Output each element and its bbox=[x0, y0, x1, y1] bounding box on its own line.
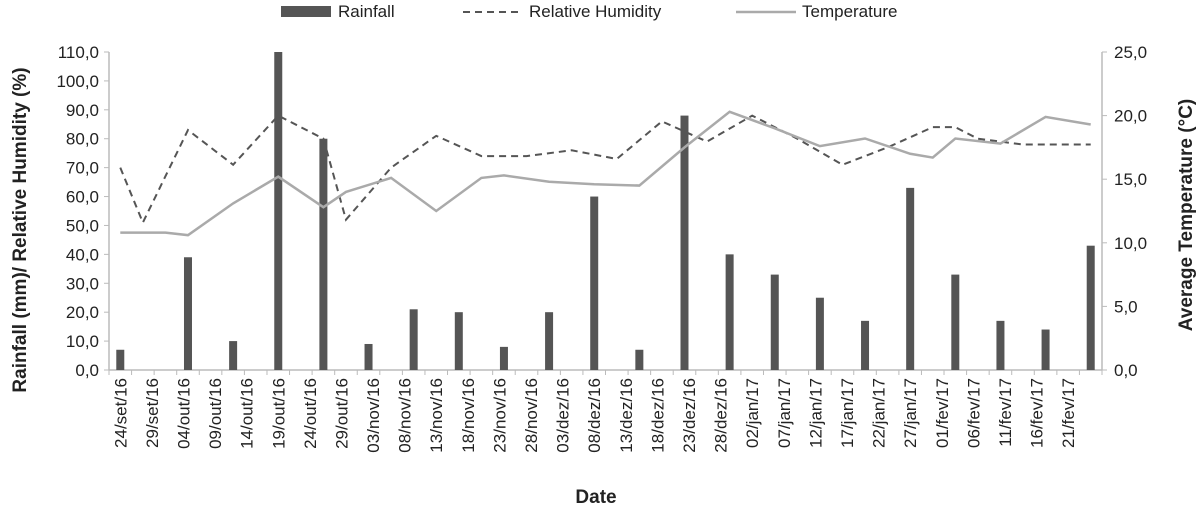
x-tick-label: 09/out/16 bbox=[206, 378, 225, 449]
y-tick-label: 80,0 bbox=[66, 130, 99, 149]
rainfall-bar bbox=[229, 341, 238, 370]
y-tick-label: 110,0 bbox=[58, 43, 99, 62]
y-tick-label: 40,0 bbox=[66, 245, 99, 264]
legend-rainfall-swatch bbox=[281, 6, 331, 17]
x-tick-label: 18/dez/16 bbox=[648, 378, 667, 453]
relative-humidity-line bbox=[119, 114, 1091, 226]
legend: Rainfall Relative Humidity Temperature bbox=[281, 2, 897, 21]
y-tick-label: 10,0 bbox=[66, 332, 99, 351]
x-tick-label: 29/set/16 bbox=[143, 378, 162, 448]
rainfall-bar bbox=[1086, 245, 1095, 370]
x-tick-label: 29/out/16 bbox=[332, 378, 351, 449]
rainfall-bar bbox=[680, 115, 689, 370]
y-tick-label: 100,0 bbox=[56, 72, 99, 91]
y2-tick-label: 0,0 bbox=[1114, 361, 1138, 380]
x-tick-label: 03/nov/16 bbox=[364, 378, 383, 453]
rainfall-bar bbox=[951, 274, 960, 370]
x-tick-label: 01/fev/17 bbox=[933, 378, 952, 448]
x-tick-label: 24/out/16 bbox=[301, 378, 320, 449]
y-tick-label: 30,0 bbox=[66, 274, 99, 293]
x-tick-label: 27/jan/17 bbox=[901, 378, 920, 448]
temperature-line bbox=[120, 110, 1091, 237]
rainfall-bar bbox=[545, 312, 554, 370]
y-tick-label: 70,0 bbox=[66, 159, 99, 178]
x-tick-label: 23/nov/16 bbox=[490, 378, 509, 453]
rainfall-bar bbox=[183, 257, 192, 370]
rainfall-bar bbox=[499, 346, 508, 370]
rainfall-bar bbox=[770, 274, 779, 370]
ticks: 0,0 10,0 20,0 30,0 40,0 50,0 60,0 70,0 80,0 90,0 1… bbox=[56, 43, 1147, 453]
x-tick-label: 17/jan/17 bbox=[838, 378, 857, 448]
x-tick-label: 18/nov/16 bbox=[459, 378, 478, 453]
rainfall-bar bbox=[906, 187, 915, 370]
rainfall-bar bbox=[319, 138, 328, 370]
x-tick-label: 21/fev/17 bbox=[1059, 378, 1078, 448]
y-tick-label: 90,0 bbox=[66, 101, 99, 120]
y-tick-label: 60,0 bbox=[66, 188, 99, 207]
y-tick-label: 20,0 bbox=[66, 303, 99, 322]
x-tick-label: 02/jan/17 bbox=[743, 378, 762, 448]
legend-temperature-label: Temperature bbox=[802, 2, 897, 21]
y2-tick-label: 20,0 bbox=[1114, 107, 1147, 126]
x-tick-label: 08/dez/16 bbox=[585, 378, 604, 453]
rainfall-bar bbox=[409, 309, 418, 370]
y2-tick-label: 25,0 bbox=[1114, 43, 1147, 62]
y2-tick-label: 15,0 bbox=[1114, 170, 1147, 189]
y-tick-label: 50,0 bbox=[66, 216, 99, 235]
legend-rainfall-label: Rainfall bbox=[338, 2, 395, 21]
x-tick-label: 19/out/16 bbox=[269, 378, 288, 449]
y2-tick-label: 5,0 bbox=[1114, 297, 1138, 316]
rainfall-bar bbox=[1041, 329, 1050, 370]
x-tick-label: 07/jan/17 bbox=[775, 378, 794, 448]
x-tick-label: 13/dez/16 bbox=[617, 378, 636, 453]
y2-axis-title: Average Temperature (°C) bbox=[1176, 99, 1197, 332]
x-tick-label: 28/nov/16 bbox=[522, 378, 541, 453]
rainfall-bar bbox=[590, 196, 599, 370]
x-tick-label: 24/set/16 bbox=[111, 378, 130, 448]
rainfall-bar bbox=[996, 320, 1005, 370]
x-tick-label: 12/jan/17 bbox=[806, 378, 825, 448]
y2-tick-label: 10,0 bbox=[1114, 234, 1147, 253]
x-tick-label: 04/out/16 bbox=[174, 378, 193, 449]
x-axis-title: Date bbox=[575, 487, 616, 508]
rainfall-bars bbox=[116, 52, 1095, 370]
rainfall-bar bbox=[116, 349, 125, 370]
x-tick-label: 22/jan/17 bbox=[870, 378, 889, 448]
x-tick-label: 11/fev/17 bbox=[996, 378, 1015, 447]
legend-humidity-label: Relative Humidity bbox=[529, 2, 662, 21]
x-tick-label: 08/nov/16 bbox=[396, 378, 415, 453]
y-tick-label: 0,0 bbox=[75, 361, 99, 380]
x-tick-label: 23/dez/16 bbox=[680, 378, 699, 453]
rainfall-bar bbox=[635, 349, 644, 370]
x-tick-label: 03/dez/16 bbox=[554, 378, 573, 453]
rainfall-bar bbox=[454, 312, 463, 370]
x-tick-label: 16/fev/17 bbox=[1028, 378, 1047, 448]
rainfall-bar bbox=[861, 320, 870, 370]
x-tick-label: 06/fev/17 bbox=[964, 378, 983, 448]
x-tick-label: 28/dez/16 bbox=[712, 378, 731, 453]
rainfall-bar bbox=[725, 254, 734, 370]
x-tick-label: 14/out/16 bbox=[238, 378, 257, 449]
x-tick-label: 13/nov/16 bbox=[427, 378, 446, 453]
rainfall-bar bbox=[274, 52, 283, 370]
rainfall-bar bbox=[364, 343, 373, 370]
y-axis-title: Rainfall (mm)/ Relative Humidity (%) bbox=[10, 67, 31, 392]
rainfall-bar bbox=[815, 297, 824, 370]
lines bbox=[119, 110, 1091, 237]
